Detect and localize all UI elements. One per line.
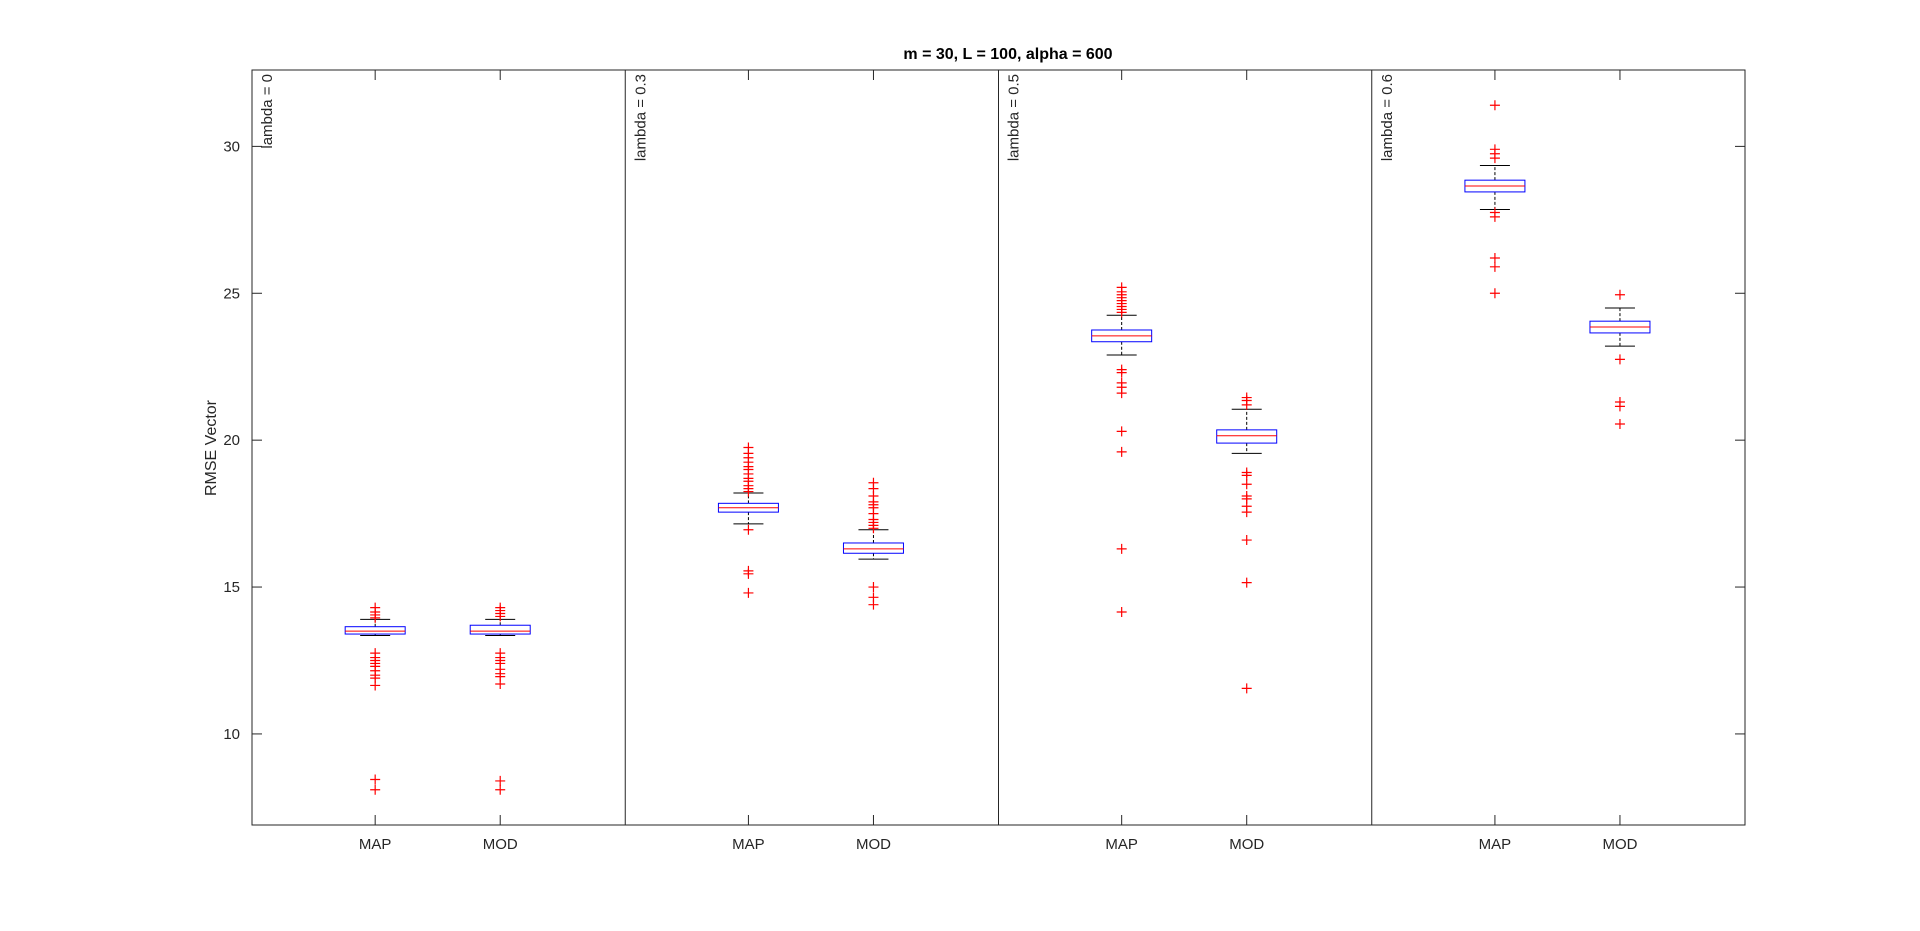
chart-title: m = 30, L = 100, alpha = 600 [903,46,1112,63]
outlier-marker [743,486,754,497]
group-label: lambda = 0.3 [632,74,649,161]
outlier-marker [1116,426,1127,437]
outlier-marker [1116,388,1127,399]
x-tick-label: MOD [483,836,518,853]
group-label: lambda = 0.5 [1006,74,1023,161]
outlier-marker [743,587,754,598]
outlier-marker [1241,535,1252,546]
outlier-marker [868,582,879,593]
outlier-marker [495,784,506,795]
box [842,542,904,554]
x-tick-label: MOD [1229,836,1264,853]
outlier-marker [370,612,381,623]
outlier-marker [1489,261,1500,272]
outlier-marker [743,524,754,535]
y-tick-label: 15 [223,579,240,596]
outlier-marker [1116,446,1127,457]
box [1216,429,1278,444]
x-tick-label: MOD [856,836,891,853]
outlier-marker [1241,399,1252,410]
box [469,624,531,635]
outlier-marker [1489,253,1500,264]
outlier-marker [1489,100,1500,111]
group-label: lambda = 0 [259,74,276,149]
outlier-marker [1489,288,1500,299]
outlier-marker [1614,401,1625,412]
x-tick-label: MAP [359,836,392,853]
outlier-marker [370,680,381,691]
y-axis-label: RMSE Vector [203,399,220,496]
outlier-marker [1241,507,1252,518]
x-tick-label: MAP [1105,836,1138,853]
box [344,626,406,635]
outlier-marker [1241,577,1252,588]
outlier-marker [1241,683,1252,694]
outlier-marker [370,784,381,795]
outlier-marker [495,611,506,622]
y-tick-label: 10 [223,726,240,743]
outlier-marker [495,678,506,689]
x-tick-label: MAP [1479,836,1512,853]
outlier-marker [1614,418,1625,429]
outlier-marker [743,568,754,579]
outlier-marker [1489,211,1500,222]
x-tick-label: MOD [1602,836,1637,853]
outlier-marker [495,775,506,786]
y-tick-label: 30 [223,138,240,155]
outlier-marker [1241,479,1252,490]
outlier-marker [370,774,381,785]
outlier-marker [1116,307,1127,318]
y-tick-label: 20 [223,432,240,449]
outlier-marker [1241,470,1252,481]
outlier-marker [1489,153,1500,164]
outlier-marker [1116,607,1127,618]
outlier-marker [1116,367,1127,378]
group-label: lambda = 0.6 [1379,74,1396,161]
outlier-marker [868,599,879,610]
outlier-marker [1614,289,1625,300]
plot-area: 10 15 20 25 30 lambda = 0 MAP MOD lambda = 0.3 MA… [223,69,1746,853]
y-tick-label: 25 [223,285,240,302]
outlier-marker [1116,543,1127,554]
x-tick-label: MAP [732,836,765,853]
outlier-marker [1614,354,1625,365]
outlier-marker [868,523,879,534]
